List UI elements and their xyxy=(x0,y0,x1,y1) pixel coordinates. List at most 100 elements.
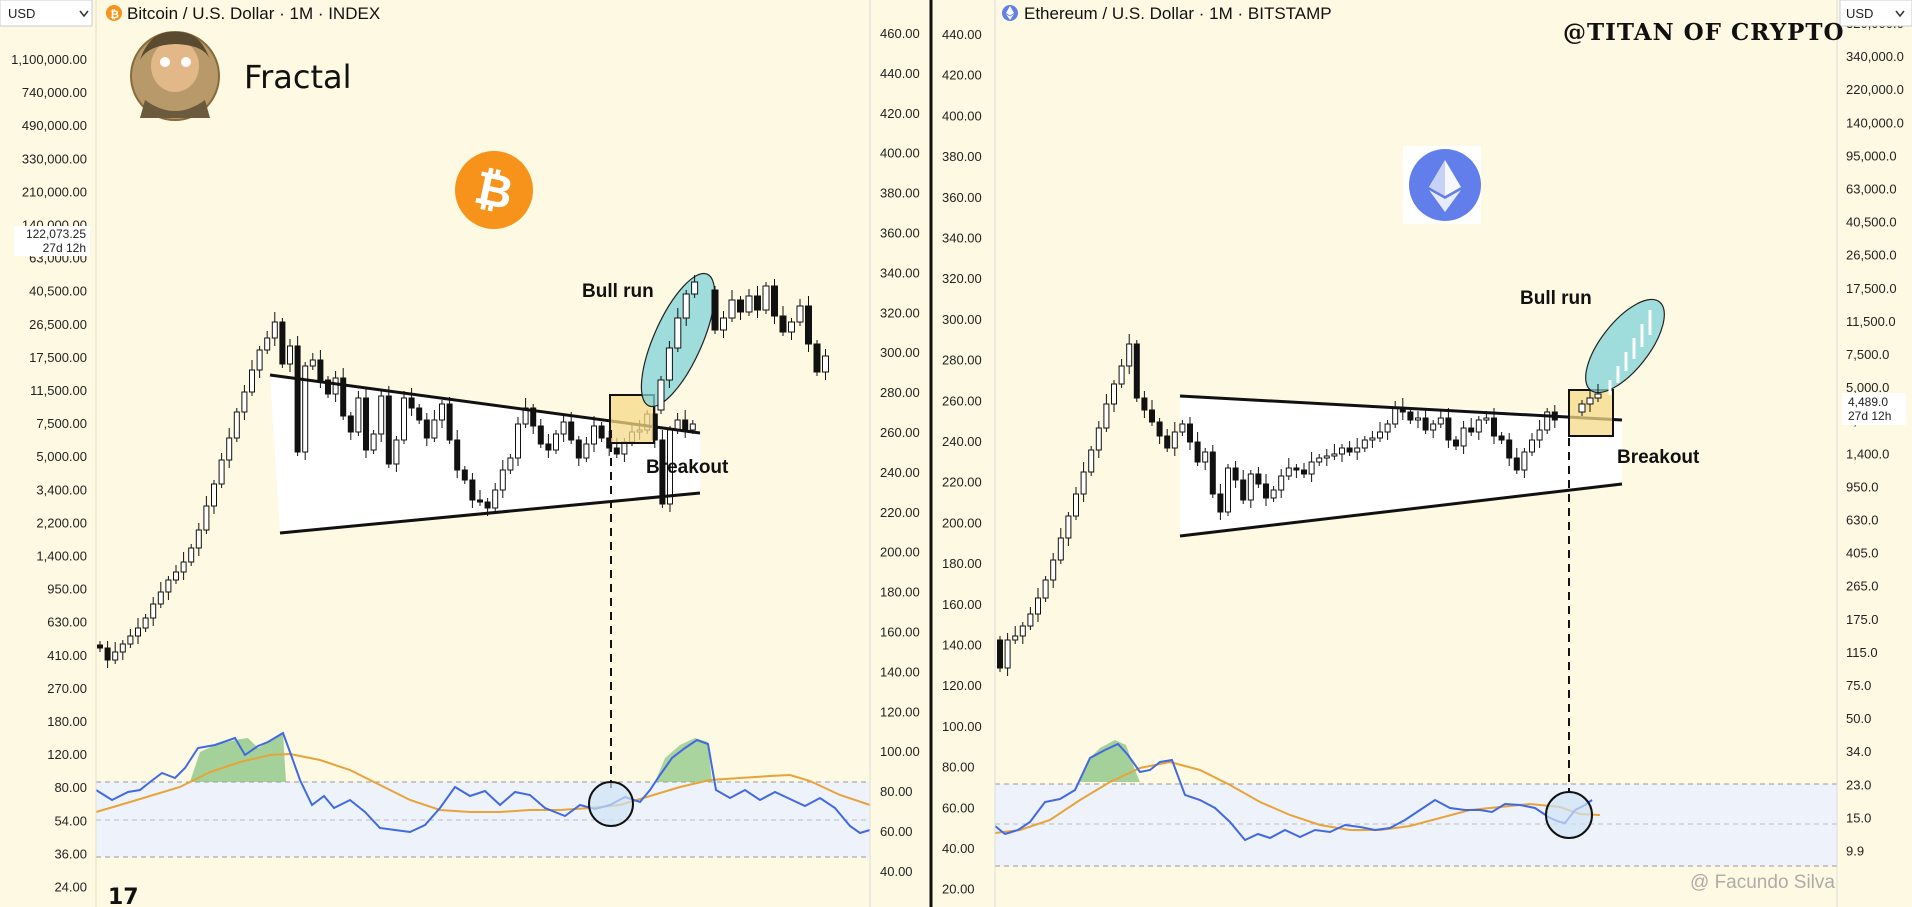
btc-candle xyxy=(689,423,696,431)
btc-candle xyxy=(332,377,339,395)
btc-bull-candle xyxy=(691,281,699,295)
eth-breakout-box xyxy=(1568,389,1614,437)
btc-candle xyxy=(484,501,491,509)
eth-candle xyxy=(1468,427,1475,433)
btc-candle xyxy=(583,443,590,459)
ethereum-icon-shade xyxy=(1429,160,1445,196)
eth-left-axis-tick-label: 360.00 xyxy=(942,190,982,205)
eth-right-axis-tick-label: 340,000.0 xyxy=(1846,49,1904,64)
btc-right-axis-tick-label: 80.00 xyxy=(880,784,913,799)
eth-candle xyxy=(1194,441,1201,463)
eth-candle xyxy=(1012,635,1019,641)
eth-candle xyxy=(1331,453,1338,457)
btc-left-axis-tick-label: 2,200.00 xyxy=(36,515,87,530)
eth-triangle-lower xyxy=(1179,482,1623,538)
btc-bull-candle xyxy=(682,293,690,319)
btc-left-axis-tick-label: 630.00 xyxy=(47,615,87,630)
eth-candle xyxy=(1384,423,1391,433)
btc-right-axis-tick-label: 280.00 xyxy=(880,385,920,400)
btc-after-candle xyxy=(796,305,804,323)
btc-current-price-box xyxy=(14,226,90,256)
btc-after-candle xyxy=(779,315,787,333)
eth-candle xyxy=(1179,423,1186,433)
eth-left-axis-tick-label: 300.00 xyxy=(942,312,982,327)
btc-candle xyxy=(454,439,461,471)
eth-left-axis-tick-label: 440.00 xyxy=(942,27,982,42)
eth-candle xyxy=(1171,431,1178,449)
eth-bull-candle xyxy=(1586,397,1594,405)
eth-candle xyxy=(1361,439,1368,449)
btc-candle xyxy=(249,369,255,393)
btc-right-axis-tick-label: 120.00 xyxy=(880,704,920,719)
eth-candle xyxy=(1149,409,1155,423)
eth-countdown: 27d 12h xyxy=(1848,409,1891,423)
eth-candle xyxy=(1080,471,1087,495)
eth-left-axis-tick-label: 340.00 xyxy=(942,231,982,246)
btc-right-axis-tick-label: 400.00 xyxy=(880,146,920,161)
eth-right-axis-tick-label: 5,000.0 xyxy=(1846,380,1889,395)
btc-candle xyxy=(530,407,537,427)
eth-candle xyxy=(1422,417,1429,431)
eth-candle xyxy=(1491,417,1497,437)
eth-candle xyxy=(1483,417,1490,421)
eth-left-axis-tick-label: 20.00 xyxy=(942,882,975,897)
btc-candle xyxy=(568,421,575,441)
btc-candle xyxy=(537,425,544,445)
btc-after-candle xyxy=(711,289,719,331)
btc-candle xyxy=(180,561,187,573)
eth-right-axis-tick-label: 140,000.0 xyxy=(1846,115,1904,130)
btc-candle xyxy=(157,591,164,605)
btc-candle xyxy=(226,437,233,461)
eth-candle xyxy=(1133,343,1140,399)
btc-candle xyxy=(515,423,521,459)
btc-after-candle xyxy=(728,299,736,319)
btc-candle xyxy=(659,439,666,505)
eth-bull-candle xyxy=(1594,393,1602,399)
btc-candle xyxy=(302,365,309,453)
btc-right-axis-tick-label: 320.00 xyxy=(880,305,920,320)
btc-candle xyxy=(150,603,157,619)
eth-right-axis-tick-label: 95,000.0 xyxy=(1846,148,1897,163)
eth-left-axis-tick-label: 40.00 xyxy=(942,841,975,856)
btc-right-axis-tick-label: 420.00 xyxy=(880,106,920,121)
eth-right-axis-tick-label: 23.0 xyxy=(1846,777,1871,792)
btc-candle xyxy=(507,457,514,471)
eth-bull-candles xyxy=(1578,310,1652,416)
btc-left-axis-tick-label: 80.00 xyxy=(54,780,87,795)
btc-candle xyxy=(591,425,597,445)
btc-candle xyxy=(431,419,438,439)
eth-triangle-upper xyxy=(1179,394,1623,422)
btc-candle xyxy=(104,647,111,661)
btc-right-axis-tick-label: 100.00 xyxy=(880,744,920,759)
right-currency-label: USD xyxy=(1846,6,1873,21)
eth-candle xyxy=(1035,597,1041,615)
btc-candle xyxy=(408,397,415,409)
btc-bull-candle xyxy=(674,317,682,349)
btc-right-axis-tick-label: 380.00 xyxy=(880,186,920,201)
eth-candle xyxy=(1263,483,1269,499)
eth-candle xyxy=(997,639,1003,669)
eth-candle xyxy=(1323,455,1330,459)
right-currency-select[interactable] xyxy=(1839,0,1912,27)
btc-after-candle xyxy=(762,285,770,311)
btc-candle xyxy=(142,617,149,629)
avatar-hair xyxy=(140,31,210,60)
btc-candle xyxy=(264,337,271,351)
btc-candle xyxy=(370,433,377,451)
eth-candle xyxy=(1247,473,1254,501)
btc-candle xyxy=(97,644,103,649)
btc-candle xyxy=(211,483,217,507)
eth-rsi-circle xyxy=(1545,791,1593,839)
btc-left-axis-tick-label: 1,400.00 xyxy=(36,549,87,564)
eth-right-axis-tick-label: 17,500.0 xyxy=(1846,281,1897,296)
btc-left-axis-tick-label: 5,000.00 xyxy=(36,449,87,464)
btc-right-axis-tick-label: 360.00 xyxy=(880,226,920,241)
eth-left-axis-tick-label: 380.00 xyxy=(942,149,982,164)
eth-candles xyxy=(997,334,1558,676)
eth-right-axis-tick-label: 26,500.0 xyxy=(1846,248,1897,263)
eth-candle xyxy=(1498,435,1505,441)
left-currency-select[interactable] xyxy=(0,0,93,27)
btc-rsi-line xyxy=(95,731,871,835)
eth-right-axis-tick-label: 9.9 xyxy=(1846,844,1864,859)
avatar-eye-right xyxy=(181,57,191,67)
